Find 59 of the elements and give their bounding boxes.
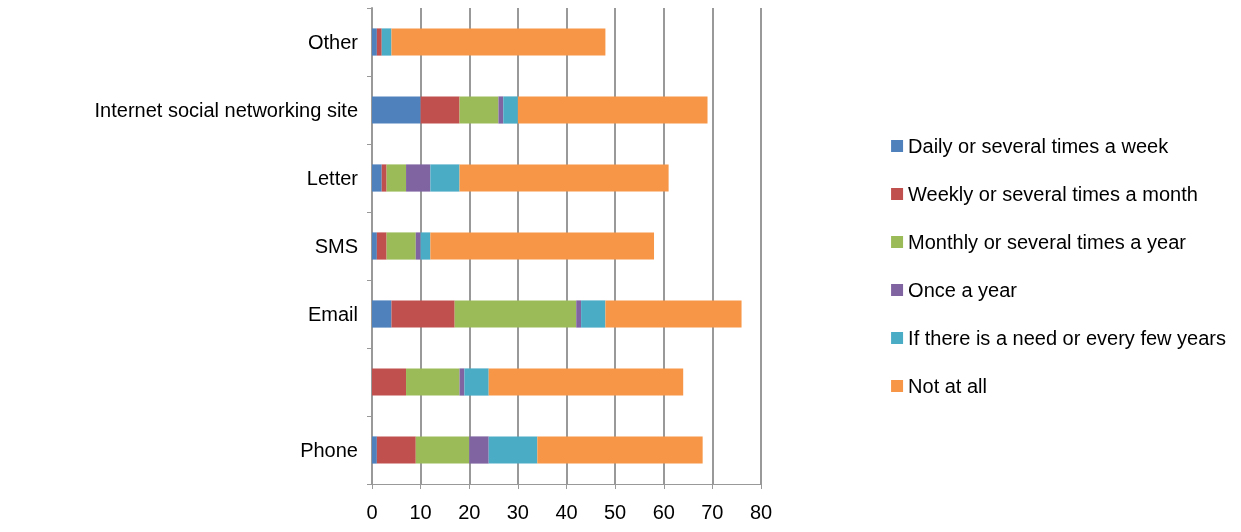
x-tick-label: 20 bbox=[458, 501, 481, 523]
x-tick-label: 10 bbox=[409, 501, 432, 523]
bar bbox=[372, 96, 421, 124]
bar bbox=[391, 300, 455, 328]
bar bbox=[376, 232, 387, 260]
y-tick-label: Other bbox=[307, 31, 359, 53]
bar bbox=[420, 96, 460, 124]
bar bbox=[430, 232, 655, 260]
bar bbox=[372, 232, 377, 260]
bar bbox=[376, 436, 416, 464]
y-tick-label: Email bbox=[307, 303, 358, 325]
x-tick-label: 60 bbox=[652, 501, 675, 523]
legend-label: Once a year bbox=[908, 279, 1018, 301]
x-tick-label: 0 bbox=[366, 501, 378, 523]
y-tick-label: Letter bbox=[306, 167, 359, 189]
bar bbox=[469, 436, 489, 464]
x-tick-label: 50 bbox=[604, 501, 627, 523]
bar bbox=[517, 96, 708, 124]
bar bbox=[581, 300, 606, 328]
x-tick-label: 80 bbox=[749, 501, 773, 523]
bar bbox=[537, 436, 703, 464]
bar bbox=[376, 28, 382, 56]
bar bbox=[415, 232, 421, 260]
bar bbox=[386, 232, 416, 260]
bar bbox=[576, 300, 582, 328]
bar bbox=[372, 28, 377, 56]
legend-label: If there is a need or every few years bbox=[908, 327, 1227, 349]
legend-label: Daily or several times a week bbox=[908, 135, 1170, 157]
bar bbox=[454, 300, 577, 328]
legend-label: Not at all bbox=[908, 375, 988, 397]
bar bbox=[372, 368, 407, 396]
bar bbox=[406, 164, 431, 192]
bar bbox=[381, 28, 392, 56]
bar bbox=[386, 164, 407, 192]
bar bbox=[488, 436, 538, 464]
bar bbox=[372, 436, 377, 464]
bar bbox=[488, 368, 684, 396]
bar bbox=[372, 164, 382, 192]
bar bbox=[420, 232, 431, 260]
bar bbox=[503, 96, 518, 124]
x-tick-label: 70 bbox=[701, 501, 724, 523]
bar bbox=[406, 368, 460, 396]
bar bbox=[459, 164, 669, 192]
bar bbox=[605, 300, 742, 328]
legend-label: Monthly or several times a year bbox=[908, 231, 1187, 253]
bar bbox=[498, 96, 504, 124]
y-tick-label: Phone bbox=[300, 439, 358, 461]
bar bbox=[381, 164, 387, 192]
y-tick-label: SMS bbox=[314, 235, 358, 257]
x-tick-label: 30 bbox=[506, 501, 529, 523]
bar bbox=[391, 28, 606, 56]
bar bbox=[459, 96, 499, 124]
bar bbox=[372, 300, 392, 328]
y-tick-label: Internet social networking site bbox=[94, 99, 358, 121]
bar bbox=[430, 164, 460, 192]
x-tick-label: 40 bbox=[555, 501, 578, 523]
bar bbox=[464, 368, 489, 396]
bar bbox=[415, 436, 470, 464]
legend-label: Weekly or several times a month bbox=[908, 183, 1198, 205]
